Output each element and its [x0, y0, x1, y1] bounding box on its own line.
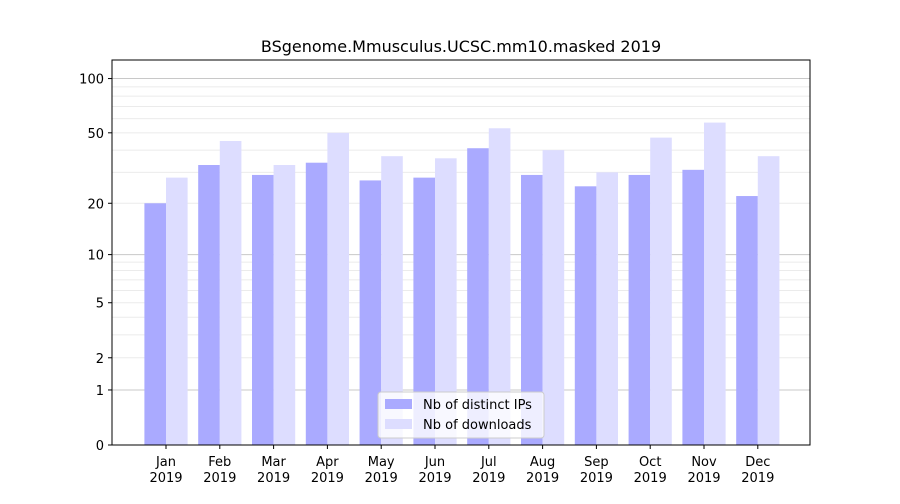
x-tick-label: 2019: [526, 471, 559, 486]
bar-distinct-ips: [144, 203, 166, 445]
bar-downloads: [219, 141, 242, 446]
bar-distinct-ips: [736, 196, 758, 445]
y-tick-label: 0: [96, 439, 104, 454]
bar-distinct-ips: [682, 169, 704, 446]
bar-distinct-ips: [359, 180, 382, 445]
y-tick-label: 5: [96, 297, 104, 312]
x-tick-label: Dec: [745, 455, 770, 470]
chart-title: BSgenome.Mmusculus.UCSC.mm10.masked 2019: [261, 37, 661, 56]
bar-downloads: [327, 132, 349, 445]
x-tick-label: Mar: [261, 455, 286, 470]
x-tick-label: Jan: [155, 455, 176, 470]
x-tick-label: May: [368, 455, 395, 470]
x-tick-label: 2019: [311, 471, 344, 486]
legend: Nb of distinct IPs Nb of downloads: [377, 391, 545, 439]
x-tick-label: Jul: [480, 455, 497, 470]
x-tick-label: 2019: [365, 471, 398, 486]
bar-downloads: [381, 156, 403, 445]
bar-downloads: [704, 122, 726, 445]
legend-label: Nb of distinct IPs: [423, 398, 532, 413]
x-tick-label: 2019: [203, 471, 236, 486]
x-tick-label: 2019: [741, 471, 774, 486]
bar-distinct-ips: [305, 162, 328, 445]
bar-distinct-ips: [198, 165, 220, 446]
x-tick-label: Sep: [584, 455, 609, 470]
bar-distinct-ips: [521, 174, 543, 445]
bar-downloads: [650, 137, 672, 445]
x-tick-label: 2019: [257, 471, 290, 486]
x-tick-label: Feb: [208, 455, 231, 470]
bar-distinct-ips: [252, 174, 274, 445]
bar-distinct-ips: [467, 148, 489, 445]
y-tick-label: 50: [87, 127, 104, 142]
y-tick-label: 100: [79, 73, 104, 88]
y-tick-label: 1: [96, 384, 104, 399]
x-tick-label: 2019: [634, 471, 667, 486]
y-tick-label: 20: [87, 197, 104, 212]
y-tick-label: 2: [96, 352, 104, 367]
y-tick-label: 10: [87, 249, 104, 264]
x-tick-label: Nov: [691, 455, 717, 470]
x-tick-label: Apr: [316, 455, 339, 470]
legend-box: [377, 391, 545, 439]
bar-downloads: [542, 150, 565, 445]
bar-downloads: [488, 128, 511, 446]
bar-distinct-ips: [628, 174, 651, 445]
legend-swatch: [385, 419, 412, 429]
bar-downloads: [166, 177, 188, 445]
bar-downloads: [273, 165, 296, 446]
x-tick-label: 2019: [149, 471, 182, 486]
legend-label: Nb of downloads: [423, 418, 532, 433]
bar-distinct-ips: [413, 177, 435, 445]
x-tick-label: 2019: [418, 471, 451, 486]
bar-downloads: [596, 172, 618, 445]
bar-downloads: [757, 156, 780, 445]
x-tick-label: 2019: [580, 471, 613, 486]
x-tick-label: 2019: [472, 471, 505, 486]
x-tick-label: Jun: [424, 455, 445, 470]
x-tick-label: Oct: [639, 455, 661, 470]
x-tick-label: 2019: [687, 471, 720, 486]
bar-distinct-ips: [574, 186, 597, 445]
bar-downloads: [435, 158, 457, 445]
legend-swatch: [385, 399, 412, 409]
plot-frame: [111, 59, 811, 446]
x-tick-label: Aug: [530, 455, 555, 470]
